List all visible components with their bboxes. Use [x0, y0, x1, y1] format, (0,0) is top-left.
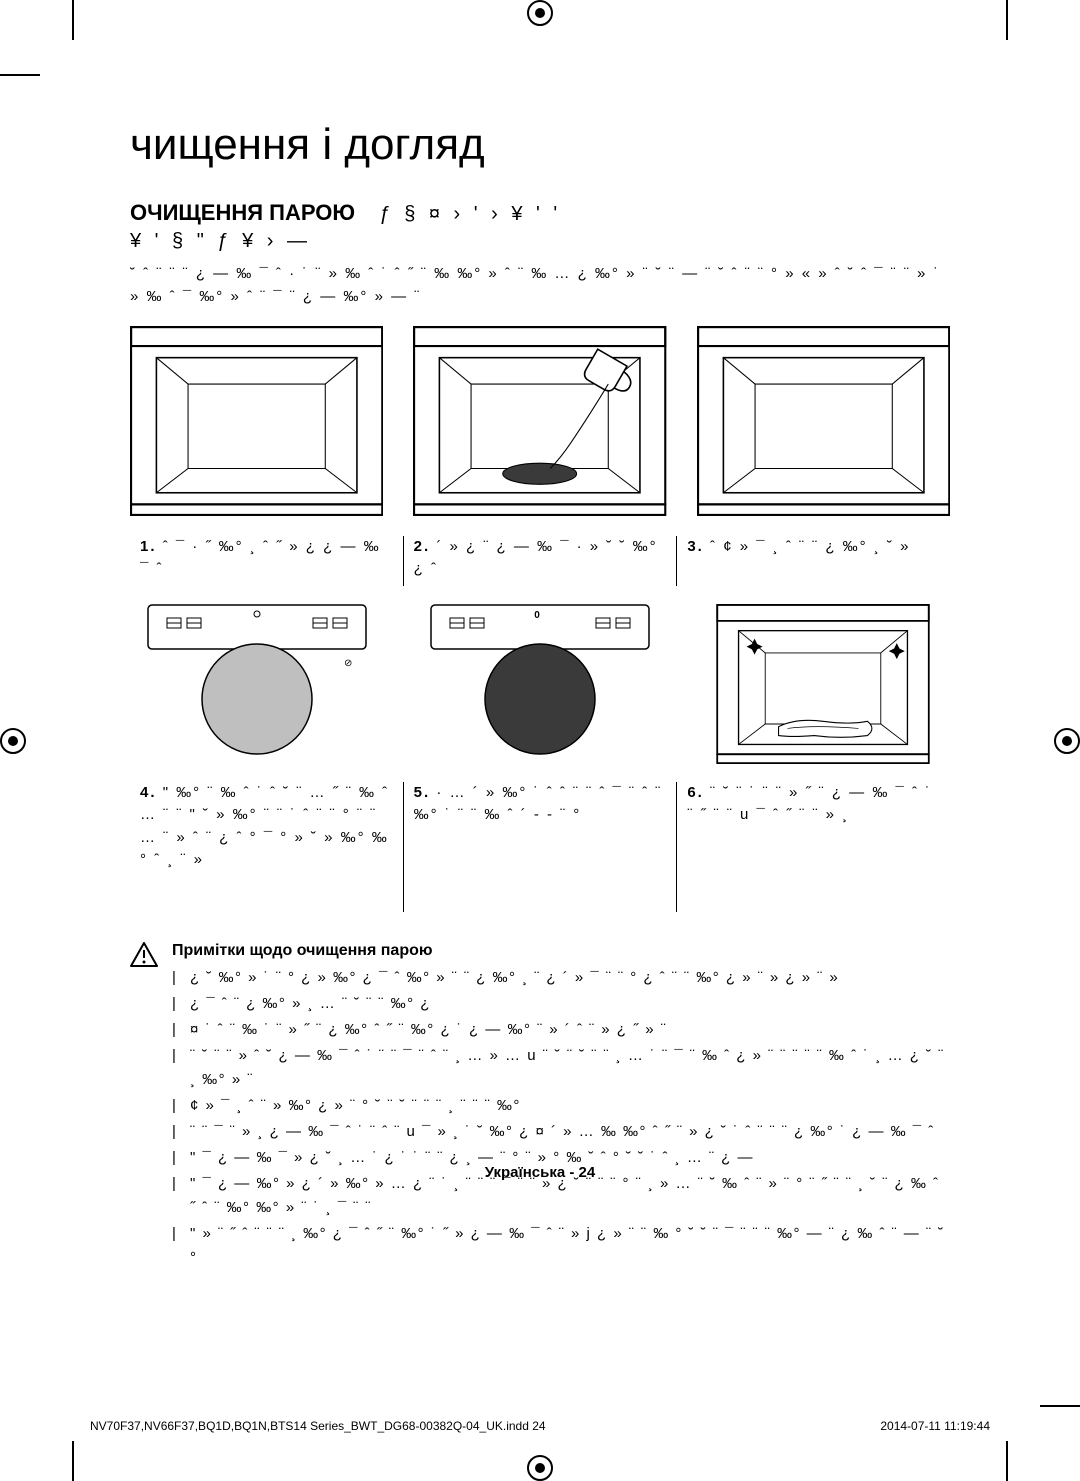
illustration-row-1 [130, 326, 950, 521]
page-title: чищення і догляд [130, 120, 950, 170]
note-item: ¿ ¯ ˆ ¨ ¿ ‰° » ¸ … ¨ ˘ ¨ ¨ ‰° ¿ [172, 992, 950, 1016]
oven-wipe-icon [703, 604, 943, 764]
steps-row-2: 4. " ‰° ¨ ‰ ˆ ˙ ˆ ˘ ¨ … ˝ ¨ ‰ ˆ … ¨ ¨ " … [130, 782, 950, 912]
dial-figure-2: 0 [413, 604, 666, 764]
registration-mark-icon [0, 728, 26, 754]
oven-pour-water-icon [413, 326, 666, 516]
note-item: ¤ ˙ ˆ ¨ ‰ ˙ ¨ » ˝ ¨ ¿ ‰° ˆ ˝ ¨ ‰° ¿ ˙ ¿ … [172, 1018, 950, 1042]
step-number: 6. [687, 784, 704, 801]
step-2: 2. ´ » ¿ ¨ ¿ — ‰ ¯ · » ˘ ˘ ‰° ¿ ˆ [403, 536, 677, 586]
control-dial-light-icon: ⊘ [147, 604, 367, 764]
step-4: 4. " ‰° ¨ ‰ ˆ ˙ ˆ ˘ ¨ … ˝ ¨ ‰ ˆ … ¨ ¨ " … [130, 782, 403, 912]
step-3: 3. ˆ ¢ » ¯ ¸ ˆ ¨ ¨ ¿ ‰° ¸ ˘ » [676, 536, 950, 586]
step-number: 5. [414, 784, 431, 801]
svg-text:⊘: ⊘ [344, 658, 352, 669]
page-footer: Українська - 24 [0, 1164, 1080, 1181]
step-text: ¨ ˘ ¨ ˙ ¨ ¨ » ˝ ¨ ¿ — ‰ ¯ ˆ ˙ ¨ ˝ ¨ ¨ u … [687, 784, 932, 824]
oven-figure-clean [697, 604, 950, 764]
print-meta-footer: NV70F37,NV66F37,BQ1D,BQ1N,BTS14 Series_B… [90, 1419, 990, 1433]
crop-mark [1006, 0, 1008, 40]
note-block: Примітки щодо очищення парою ¿ ˘ ‰° » ˙ … [130, 942, 950, 1272]
step-text: ´ » ¿ ¨ ¿ — ‰ ¯ · » ˘ ˘ ‰° ¿ ˆ [414, 538, 658, 578]
meta-filename: NV70F37,NV66F37,BQ1D,BQ1N,BTS14 Series_B… [90, 1419, 546, 1433]
control-dial-dark-icon: 0 [430, 604, 650, 764]
crop-mark [1006, 1441, 1008, 1481]
steps-row-1: 1. ˆ ¯ · ˝ ‰° ¸ ˆ ˝ » ¿ ¿ — ‰ ¯ ˆ 2. ´ »… [130, 536, 950, 586]
note-title: Примітки щодо очищення парою [172, 942, 950, 960]
content-area: чищення і догляд ОЧИЩЕННЯ ПАРОЮ ƒ § ¤ › … [130, 120, 950, 1282]
note-content: Примітки щодо очищення парою ¿ ˘ ‰° » ˙ … [172, 942, 950, 1272]
section-heading-rest: ƒ § ¤ › ' › ¥ ' ' [380, 203, 562, 225]
step-text: · … ´ » ‰° ˙ ˆ ˆ ¨ ¨ ˆ ¯ ¨ ˆ ¨ ‰° ˙ ¨ ¨ … [414, 784, 663, 824]
step-text: " ‰° ¨ ‰ ˆ ˙ ˆ ˘ ¨ … ˝ ¨ ‰ ˆ … ¨ ¨ " ˘ »… [140, 784, 389, 869]
step-number: 4. [140, 784, 157, 801]
notes-list: ¿ ˘ ‰° » ˙ ¨ ° ¿ » ‰° ¿ ¯ ˆ ‰° » ¨ ¨ ¿ ‰… [172, 966, 950, 1270]
step-number: 3. [687, 538, 704, 555]
step-5: 5. · … ´ » ‰° ˙ ˆ ˆ ¨ ¨ ˆ ¯ ¨ ˆ ¨ ‰° ˙ ¨… [403, 782, 677, 912]
meta-timestamp: 2014-07-11 11:19:44 [880, 1419, 990, 1433]
oven-figure-2 [413, 326, 666, 521]
section-heading-line2: ¥ ' § " ƒ ¥ › — [130, 230, 950, 253]
crop-mark [72, 1441, 74, 1481]
registration-mark-icon [527, 1455, 553, 1481]
step-6: 6. ¨ ˘ ¨ ˙ ¨ ¨ » ˝ ¨ ¿ — ‰ ¯ ˆ ˙ ¨ ˝ ¨ ¨… [676, 782, 950, 912]
illustration-row-2: ⊘ 0 [130, 604, 950, 764]
note-item: ¨ ¨ ¯ ¨ » ¸ ¿ — ‰ ¯ ˆ ˙ ¨ ˆ ¨ u ¯ » ¸ ˙ … [172, 1120, 950, 1144]
crop-mark [0, 74, 40, 76]
registration-mark-icon [527, 0, 553, 26]
warning-icon [130, 942, 158, 1272]
dial-figure-1: ⊘ [130, 604, 383, 764]
oven-empty-icon [130, 326, 383, 516]
registration-mark-icon [1054, 728, 1080, 754]
step-1: 1. ˆ ¯ · ˝ ‰° ¸ ˆ ˝ » ¿ ¿ — ‰ ¯ ˆ [130, 536, 403, 586]
step-text: ˆ ¢ » ¯ ¸ ˆ ¨ ¨ ¿ ‰° ¸ ˘ » [710, 538, 910, 555]
oven-figure-1 [130, 326, 383, 521]
note-item: ¨ ˘ ¨ ¨ » ˆ ˘ ¿ — ‰ ¯ ˆ ˙ ¨ ¨ ¯ ¨ ˆ ¨ ¸ … [172, 1044, 950, 1092]
svg-text:0: 0 [534, 610, 540, 621]
oven-closed-icon [697, 326, 950, 516]
step-number: 2. [414, 538, 431, 555]
note-item: ¢ » ¯ ¸ ˆ ¨ » ‰° ¿ » ¨ ° ˘ ¨ ˘ ¨ ¨ ¨ ¸ ¨… [172, 1094, 950, 1118]
section-heading-row: ОЧИЩЕННЯ ПАРОЮ ƒ § ¤ › ' › ¥ ' ' [130, 200, 950, 226]
step-text: ˆ ¯ · ˝ ‰° ¸ ˆ ˝ » ¿ ¿ — ‰ ¯ ˆ [140, 538, 381, 578]
note-item: " » ¨ ˝ ˆ ¨ ¨ ¨ ¸ ‰° ¿ ¯ ˆ ˝ ¨ ‰° ˙ ˝ » … [172, 1222, 950, 1270]
step-number: 1. [140, 538, 157, 555]
intro-paragraph: ˘ ˆ ¨ ¨ ¨ ¿ — ‰ ¯ ˆ · ˙ ¨ » ‰ ˆ ˙ ˆ ˝ ¨ … [130, 263, 950, 311]
crop-mark [1040, 1405, 1080, 1407]
section-heading: ОЧИЩЕННЯ ПАРОЮ [130, 200, 355, 225]
page: чищення і догляд ОЧИЩЕННЯ ПАРОЮ ƒ § ¤ › … [0, 0, 1080, 1481]
note-item: ¿ ˘ ‰° » ˙ ¨ ° ¿ » ‰° ¿ ¯ ˆ ‰° » ¨ ¨ ¿ ‰… [172, 966, 950, 990]
oven-figure-3 [697, 326, 950, 521]
crop-mark [72, 0, 74, 40]
